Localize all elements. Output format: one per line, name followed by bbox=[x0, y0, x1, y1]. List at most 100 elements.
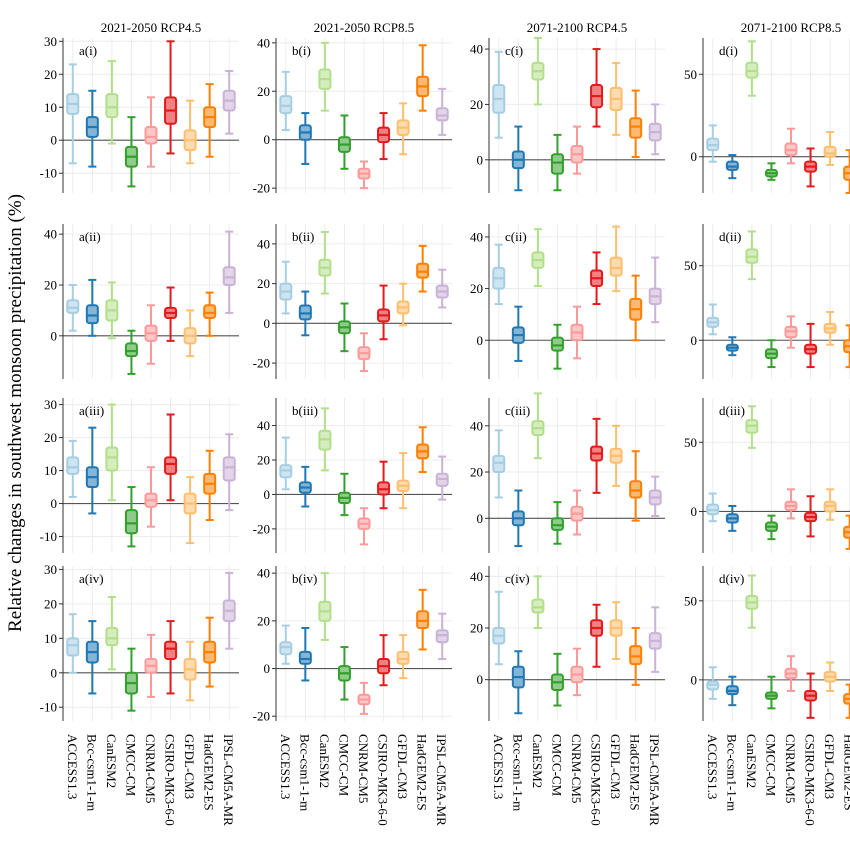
model-label-access1-3: ACCESS1.3 bbox=[705, 734, 720, 799]
box-cmcc-cm bbox=[764, 514, 778, 541]
box-cnrm-cm5 bbox=[144, 304, 158, 365]
box-canesm2 bbox=[318, 41, 332, 112]
y-tick-label: 10 bbox=[44, 631, 57, 646]
box-cnrm-cm5 bbox=[784, 315, 798, 349]
y-tick-label: 0 bbox=[477, 152, 484, 167]
box-access1-3 bbox=[706, 666, 720, 700]
box-body bbox=[105, 446, 119, 472]
model-label-csiro-mk3-6-0: CSIRO-MK3-6-0 bbox=[803, 734, 818, 826]
panel-a-iv: -10 0 10 20 30 a(iv) bbox=[40, 562, 239, 721]
box-gfdl-cm3 bbox=[609, 601, 623, 660]
column-title-3: 2071-2100 RCP4.5 bbox=[527, 20, 627, 35]
y-axis-label: Relative changes in southwest monsoon pr… bbox=[5, 194, 26, 632]
box-ipsl-cm5a-mr bbox=[435, 455, 449, 501]
box-csiro-mk3-6-0 bbox=[804, 322, 818, 369]
box-body bbox=[144, 126, 158, 145]
model-label-cmcc-cm: CMCC-CM bbox=[123, 734, 138, 797]
panel-b-iii: -20 0 20 40 b(iii) bbox=[253, 398, 452, 553]
box-canesm2 bbox=[318, 572, 332, 641]
box-body bbox=[550, 336, 564, 352]
box-body bbox=[416, 610, 430, 629]
box-csiro-mk3-6-0 bbox=[377, 112, 391, 161]
box-ipsl-cm5a-mr bbox=[648, 606, 662, 673]
box-access1-3 bbox=[66, 283, 80, 332]
box-cnrm-cm5 bbox=[144, 633, 158, 698]
box-gfdl-cm3 bbox=[823, 310, 837, 346]
panel-label: d(i) bbox=[719, 43, 738, 58]
box-bcc-csm1-1-m bbox=[298, 465, 312, 508]
box-cmcc-cm bbox=[337, 646, 351, 701]
panel-label: d(iii) bbox=[719, 403, 745, 418]
box-ipsl-cm5a-mr bbox=[222, 230, 236, 314]
panels: -10 0 10 20 30 a(i) -20 0 20 40 b(i) 0 20 40 c(i) 0 50 d(… bbox=[40, 34, 850, 724]
panel-c-iii: 0 20 40 c(iii) bbox=[470, 392, 665, 553]
panel-c-i: 0 20 40 c(i) bbox=[470, 37, 665, 193]
box-cmcc-cm bbox=[764, 339, 778, 369]
box-canesm2 bbox=[745, 40, 759, 97]
model-label-gfdl-cm3: GFDL-CM3 bbox=[608, 734, 623, 799]
panel-label: d(iv) bbox=[719, 571, 744, 586]
panel-b-i: -20 0 20 40 b(i) bbox=[253, 35, 452, 196]
y-tick-label: 0 bbox=[691, 504, 698, 519]
model-label-bcc-csm1-1-m: Bcc-csm1-1-m bbox=[84, 734, 99, 811]
box-hadgem2-es bbox=[203, 291, 217, 337]
model-label-access1-3: ACCESS1.3 bbox=[278, 734, 293, 799]
box-bcc-csm1-1-m bbox=[725, 154, 739, 180]
box-csiro-mk3-6-0 bbox=[804, 147, 818, 188]
box-body bbox=[222, 266, 236, 286]
box-csiro-mk3-6-0 bbox=[164, 40, 178, 155]
panel-a-ii: 0 20 40 a(ii) bbox=[44, 224, 239, 379]
box-access1-3 bbox=[279, 436, 293, 491]
box-body bbox=[435, 107, 449, 122]
y-tick-label: 30 bbox=[44, 562, 57, 577]
box-bcc-csm1-1-m bbox=[298, 627, 312, 682]
box-canesm2 bbox=[318, 230, 332, 295]
panel-label: a(ii) bbox=[79, 229, 101, 244]
y-tick-label: 40 bbox=[44, 227, 57, 242]
box-body bbox=[203, 304, 217, 320]
box-ipsl-cm5a-mr bbox=[222, 69, 236, 135]
model-label-gfdl-cm3: GFDL-CM3 bbox=[822, 734, 837, 799]
box-cmcc-cm bbox=[337, 114, 351, 170]
model-label-cnrm-cm5: CNRM-CM5 bbox=[143, 734, 158, 803]
panel-a-i: -10 0 10 20 30 a(i) bbox=[40, 34, 239, 193]
y-tick-label: 40 bbox=[470, 418, 483, 433]
box-access1-3 bbox=[279, 624, 293, 665]
box-body bbox=[164, 456, 178, 475]
model-label-access1-3: ACCESS1.3 bbox=[491, 734, 506, 799]
box-gfdl-cm3 bbox=[823, 488, 837, 521]
box-body bbox=[629, 645, 643, 666]
box-cmcc-cm bbox=[124, 329, 138, 375]
box-cnrm-cm5 bbox=[784, 655, 798, 692]
y-tick-label: 20 bbox=[257, 84, 270, 99]
y-tick-label: -10 bbox=[40, 166, 57, 181]
box-body bbox=[124, 342, 138, 358]
box-body bbox=[164, 640, 178, 660]
panel-label: c(iii) bbox=[505, 403, 530, 418]
box-bcc-csm1-1-m bbox=[85, 426, 99, 515]
box-hadgem2-es bbox=[416, 588, 430, 651]
y-tick-label: 0 bbox=[691, 149, 698, 164]
model-label-hadgem2-es: HadGEM2-ES bbox=[628, 734, 643, 811]
box-ipsl-cm5a-mr bbox=[435, 268, 449, 309]
box-body bbox=[550, 517, 564, 531]
box-body bbox=[279, 641, 293, 656]
model-label-access1-3: ACCESS1.3 bbox=[65, 734, 80, 799]
panel-d-ii: 0 50 d(ii) bbox=[684, 224, 850, 379]
y-tick-label: 40 bbox=[257, 418, 270, 433]
box-gfdl-cm3 bbox=[609, 225, 623, 293]
box-access1-3 bbox=[279, 70, 293, 132]
model-label-canesm2: CanESM2 bbox=[530, 734, 545, 788]
y-tick-label: 50 bbox=[684, 258, 697, 273]
box-bcc-csm1-1-m bbox=[85, 278, 99, 337]
model-label-cnrm-cm5: CNRM-CM5 bbox=[356, 734, 371, 803]
panel-label: b(ii) bbox=[292, 229, 314, 244]
box-csiro-mk3-6-0 bbox=[377, 284, 391, 341]
box-csiro-mk3-6-0 bbox=[590, 417, 604, 494]
box-canesm2 bbox=[745, 230, 759, 281]
box-canesm2 bbox=[531, 37, 545, 106]
panel-label: b(iv) bbox=[292, 571, 317, 586]
model-label-cmcc-cm: CMCC-CM bbox=[336, 734, 351, 797]
